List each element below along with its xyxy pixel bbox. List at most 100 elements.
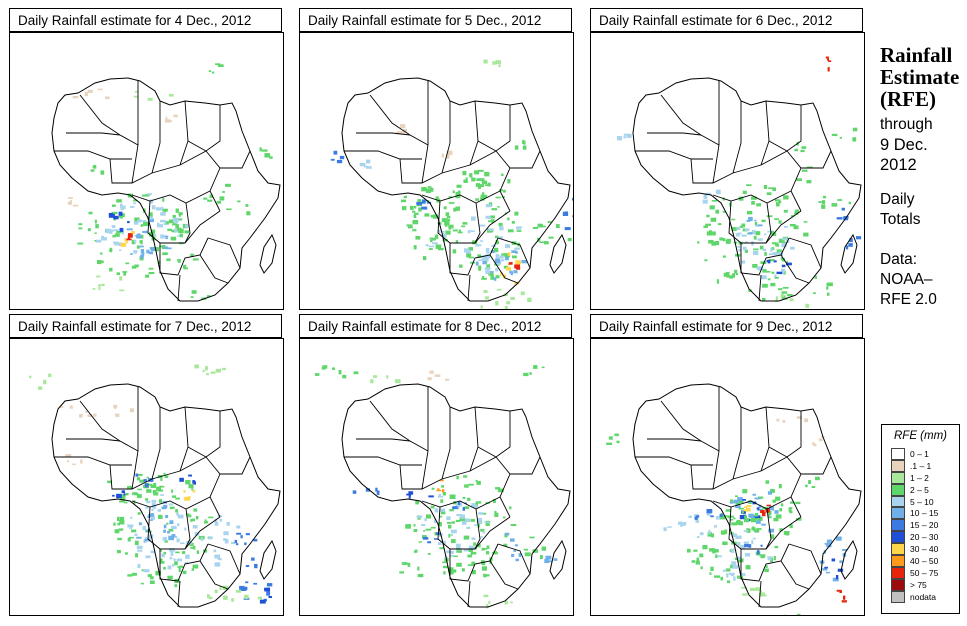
rain-cell [516,230,522,232]
rain-cell [432,214,439,219]
rain-cell [508,262,513,265]
rain-cell [399,131,406,134]
rain-cell [827,58,830,61]
rain-cell [522,139,525,145]
rain-cell [467,230,471,234]
rain-cell [714,575,720,578]
rain-cell [695,519,699,523]
rain-cell [446,216,451,219]
rain-cell [157,260,161,264]
rain-cell [776,271,783,275]
rain-cell [461,520,467,525]
rain-cell [493,277,497,281]
rain-cell [237,200,241,203]
rain-cell [475,261,479,266]
rain-cell [710,217,717,222]
rain-cell [155,247,159,252]
rain-cell [495,239,498,245]
rain-cell [762,248,767,252]
rain-cell [756,203,761,207]
rain-cell [852,137,857,142]
rain-cell [735,233,740,237]
rain-cell [224,539,229,544]
rain-cell [149,576,154,580]
country-border [647,132,702,136]
rain-cell [759,554,766,557]
rain-cell [162,537,167,541]
country-border [732,407,742,480]
rain-cell [143,479,147,482]
rain-cell [428,248,433,250]
rain-cell [478,512,484,515]
rain-cell [778,288,783,291]
rain-cell [744,553,751,557]
legend-swatch [891,566,905,579]
rain-cell [132,492,138,496]
rain-cell [210,371,216,374]
rain-cell [801,146,807,149]
rain-cell [416,201,423,206]
rain-cell [212,71,215,74]
rain-cell [416,515,423,519]
rain-cell [148,272,155,275]
rain-cell [753,235,757,240]
rain-cell [496,288,502,291]
rain-cell [825,56,829,59]
rain-cell [149,580,155,584]
rain-cell [336,159,343,164]
rain-cell [163,504,168,508]
country-border [497,543,531,575]
rain-cell [468,256,474,259]
rain-cell [781,503,784,507]
rain-cell [788,507,793,509]
rain-cell [722,238,726,242]
country-border [788,237,822,269]
rain-cell [751,540,754,545]
rain-cell [748,528,751,533]
rain-cell [93,164,97,169]
rain-cell [159,549,162,552]
rain-cell [413,206,417,209]
source-line-1: Data: [880,251,918,268]
rain-cell [795,209,799,213]
rain-cell [722,197,725,201]
rain-cell [322,365,328,369]
rain-cell [191,568,194,571]
rain-cell [483,59,488,64]
rain-cell [128,536,134,539]
country-border [728,506,802,550]
rain-cell [194,364,199,369]
rain-cell [425,244,429,247]
country-border [786,456,832,475]
rain-cell [413,550,418,553]
rain-cell [545,555,552,560]
rain-cell [184,496,190,501]
map-panel-day-3: Daily Rainfall estimate for 6 Dec., 2012 [590,8,865,310]
rain-cell [113,404,118,408]
rain-cell [497,206,500,208]
rain-cell [491,244,497,247]
country-border [207,543,241,575]
rain-cell [137,512,141,515]
rain-cell [413,524,416,527]
rain-cell [173,114,178,118]
rain-cell [824,566,828,569]
rain-cell [767,259,771,264]
rain-cell [161,553,165,558]
rain-cell [445,224,448,227]
rain-cell [434,508,439,513]
rain-cell [497,488,504,493]
rain-cell [136,245,140,249]
rain-cell [243,586,248,590]
rain-cell [806,180,812,184]
rain-cell [726,573,729,578]
madagascar-coastline [259,539,277,580]
country-border [788,543,822,575]
madagascar-coastline [259,233,277,274]
rain-cell [836,575,839,580]
rain-cell [178,214,181,217]
rain-cell [730,499,734,504]
rain-cell [514,211,519,216]
rain-cell [169,506,175,510]
rain-cell [208,70,212,72]
